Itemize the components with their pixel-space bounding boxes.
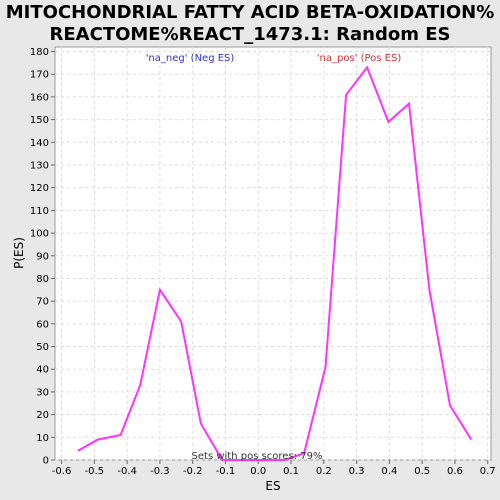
x-tick-label: 0.1 xyxy=(283,466,299,477)
y-tick-label: 150 xyxy=(30,115,49,126)
y-tick-label: 130 xyxy=(30,161,49,172)
x-tick-label: -0.5 xyxy=(85,466,105,477)
x-tick-label: 0.2 xyxy=(316,466,332,477)
y-tick-label: 90 xyxy=(36,251,49,262)
x-tick-label: -0.4 xyxy=(117,466,137,477)
plot-area xyxy=(54,46,492,461)
grid-lines xyxy=(55,47,491,461)
x-tick-label: 0.7 xyxy=(480,466,496,477)
x-tick-label: -0.2 xyxy=(183,466,203,477)
y-tick-label: 110 xyxy=(30,206,49,217)
x-tick-label: -0.3 xyxy=(150,466,170,477)
x-tick-label: 0.5 xyxy=(414,466,430,477)
y-tick-label: 50 xyxy=(36,342,49,353)
x-axis: -0.6 -0.5 -0.4 -0.3 -0.2 -0.1 0.0 0.1 0.2 0.3 0.4 0… xyxy=(52,460,496,477)
y-axis-label: P(ES) xyxy=(12,237,26,269)
y-tick-label: 30 xyxy=(36,387,49,398)
x-axis-label: ES xyxy=(265,479,280,493)
y-tick-label: 140 xyxy=(30,138,49,149)
y-tick-label: 10 xyxy=(36,433,49,444)
y-tick-label: 100 xyxy=(30,229,49,240)
x-tick-label: -0.1 xyxy=(216,466,236,477)
chart-title-line1: MITOCHONDRIAL FATTY ACID BETA-OXIDATION% xyxy=(5,2,495,23)
y-tick-label: 20 xyxy=(36,410,49,421)
y-tick-label: 170 xyxy=(30,70,49,81)
x-tick-label: -0.6 xyxy=(52,466,72,477)
neg-es-annotation: 'na_neg' (Neg ES) xyxy=(146,53,235,64)
y-axis: 0 10 20 30 40 50 60 70 80 90 100 110 120 130 140 150 160… xyxy=(30,47,55,467)
pos-es-annotation: 'na_pos' (Pos ES) xyxy=(317,53,402,64)
x-tick-label: 0.6 xyxy=(447,466,463,477)
y-tick-label: 40 xyxy=(36,365,49,376)
x-tick-label: 0.3 xyxy=(349,466,365,477)
y-tick-label: 60 xyxy=(36,319,49,330)
y-tick-label: 120 xyxy=(30,183,49,194)
pos-scores-annotation: Sets with pos scores: 79% xyxy=(192,451,323,462)
y-tick-label: 70 xyxy=(36,297,49,308)
y-tick-label: 80 xyxy=(36,274,49,285)
x-tick-label: 0.0 xyxy=(250,466,266,477)
series-line xyxy=(77,65,473,461)
y-tick-label: 180 xyxy=(30,47,49,58)
y-tick-label: 160 xyxy=(30,92,49,103)
y-tick-label: 0 xyxy=(43,456,49,467)
x-tick-label: 0.4 xyxy=(381,466,397,477)
